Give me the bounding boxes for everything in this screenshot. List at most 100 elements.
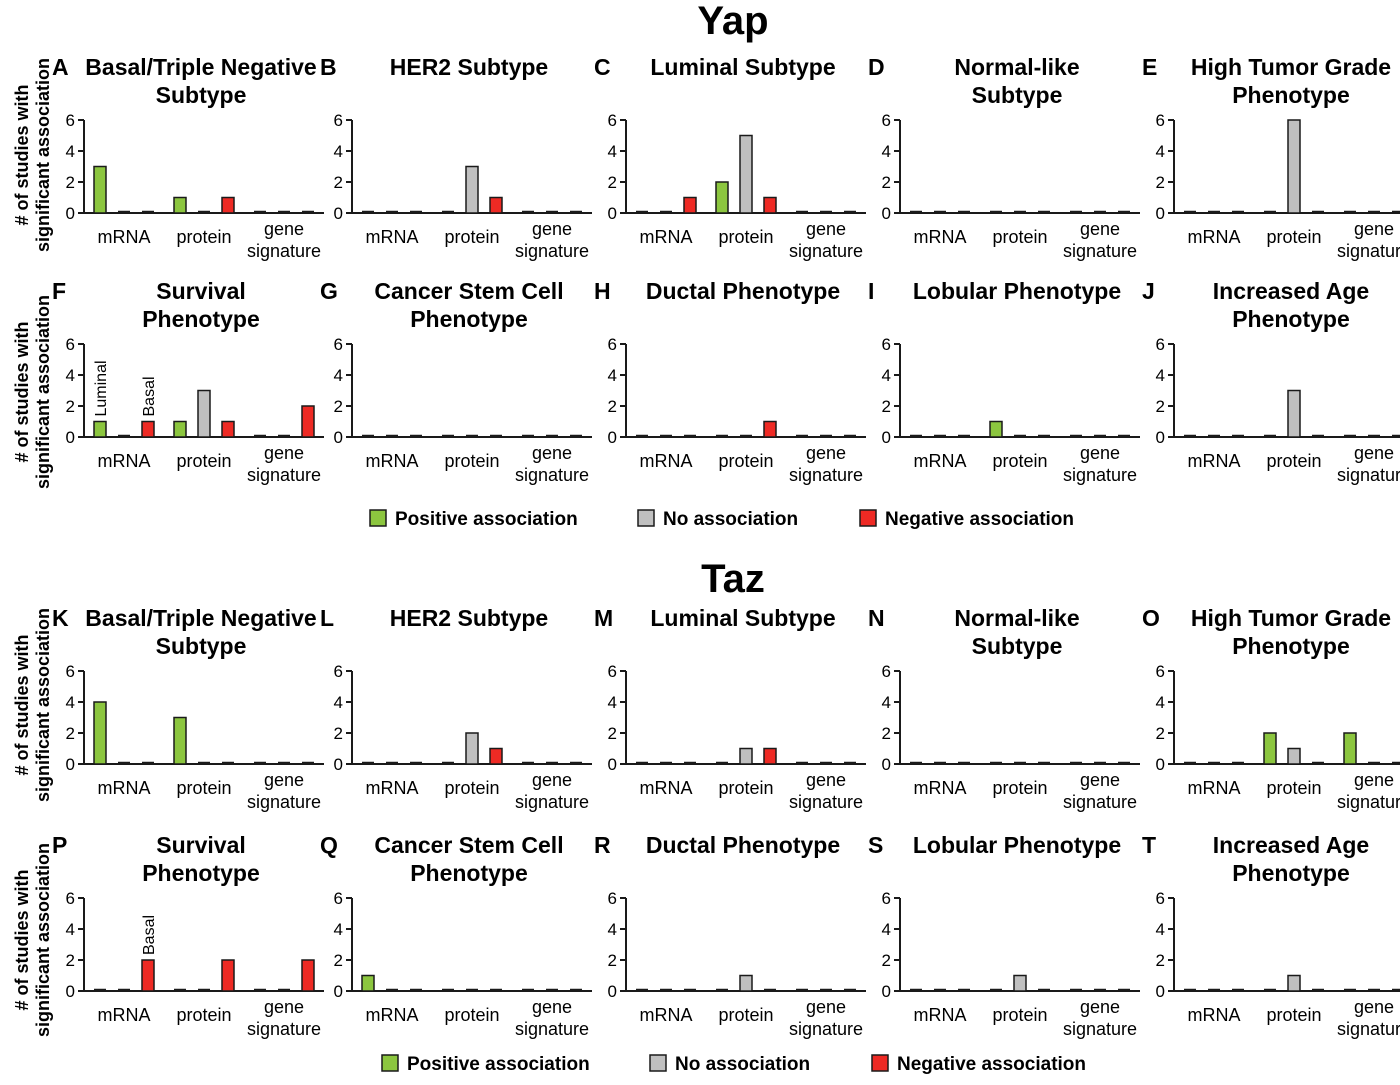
x-category-label: gene	[264, 997, 304, 1017]
x-category-label: signature	[1337, 241, 1400, 261]
x-category-label: gene	[806, 443, 846, 463]
panel-title: Increased Age	[1213, 278, 1369, 304]
x-category-label: protein	[992, 778, 1047, 798]
panel-title: Cancer Stem Cell	[374, 832, 563, 858]
legend-item-none: No association	[637, 509, 798, 530]
panel-h: H Ductal Phenotype 0 2 4 6 mRNA protein genesign…	[594, 278, 866, 485]
y-tick-label: 2	[334, 397, 343, 416]
y-tick-label: 0	[66, 204, 75, 223]
panel-letter: P	[52, 832, 67, 858]
x-category-label: mRNA	[98, 451, 151, 471]
y-tick-label: 4	[334, 366, 343, 385]
panel-title: Subtype	[972, 82, 1063, 108]
bar-positive	[93, 165, 107, 214]
x-category-label: signature	[789, 792, 863, 812]
panel-letter: C	[594, 54, 611, 80]
y-tick-label: 0	[1156, 982, 1165, 1001]
x-category-label: protein	[718, 227, 773, 247]
y-tick-label: 2	[882, 397, 891, 416]
panel-title: Phenotype	[142, 860, 260, 886]
x-category-label: protein	[176, 227, 231, 247]
panel-letter: F	[52, 278, 66, 304]
y-tick-label: 0	[882, 428, 891, 447]
panel-title: Subtype	[156, 82, 247, 108]
x-category-label: signature	[789, 1019, 863, 1039]
panel-title: Luminal Subtype	[650, 605, 835, 631]
y-tick-label: 0	[882, 755, 891, 774]
y-tick-label: 6	[66, 111, 75, 130]
y-axis-label: # of studies with	[12, 634, 32, 775]
x-category-label: signature	[247, 792, 321, 812]
y-tick-label: 6	[1156, 335, 1165, 354]
x-category-label: mRNA	[366, 1005, 419, 1025]
y-tick-label: 0	[334, 755, 343, 774]
bar-positive	[1263, 732, 1277, 765]
bar-negative	[221, 420, 235, 438]
x-category-label: mRNA	[640, 451, 693, 471]
bar-negative	[221, 959, 235, 992]
panel-title: High Tumor Grade	[1191, 54, 1391, 80]
y-tick-label: 2	[1156, 724, 1165, 743]
x-category-label: protein	[992, 451, 1047, 471]
bar-positive	[173, 196, 187, 214]
x-category-label: signature	[1063, 792, 1137, 812]
bar-none	[1287, 119, 1301, 214]
y-tick-label: 2	[66, 173, 75, 192]
panel-title: Survival	[156, 832, 246, 858]
x-category-label: mRNA	[1188, 1005, 1241, 1025]
x-category-label: signature	[789, 465, 863, 485]
bar-annotation: Luminal	[93, 360, 110, 416]
bar-none	[465, 732, 479, 765]
panel-title: High Tumor Grade	[1191, 605, 1391, 631]
legend-item-negative: Negative association	[859, 509, 1074, 530]
x-category-label: gene	[1080, 997, 1120, 1017]
x-category-label: gene	[532, 770, 572, 790]
legend-label-positive: Positive association	[407, 1054, 590, 1075]
x-category-label: gene	[1354, 997, 1394, 1017]
y-axis-label: significant association	[33, 58, 53, 252]
bar-none	[1287, 747, 1301, 765]
x-category-label: signature	[1063, 465, 1137, 485]
x-category-label: protein	[1266, 227, 1321, 247]
x-category-label: gene	[1080, 770, 1120, 790]
x-category-label: mRNA	[366, 227, 419, 247]
panel-title: HER2 Subtype	[390, 54, 548, 80]
x-category-label: protein	[992, 227, 1047, 247]
panel-letter: S	[868, 832, 883, 858]
y-tick-label: 4	[882, 366, 891, 385]
bar-positive	[715, 181, 729, 214]
panel-title: Phenotype	[410, 860, 528, 886]
x-category-label: gene	[806, 219, 846, 239]
panel-title: Phenotype	[410, 306, 528, 332]
x-category-label: gene	[1354, 770, 1394, 790]
panel-title: Ductal Phenotype	[646, 278, 840, 304]
y-tick-label: 4	[608, 693, 617, 712]
panel-title: Basal/Triple Negative	[85, 605, 316, 631]
x-category-label: gene	[264, 219, 304, 239]
x-category-label: mRNA	[1188, 227, 1241, 247]
section-title-taz: Taz	[701, 557, 765, 601]
x-category-label: mRNA	[640, 1005, 693, 1025]
bar-none	[1287, 974, 1301, 992]
panel-i: I Lobular Phenotype 0 2 4 6 mRNA protein genesig…	[868, 278, 1140, 485]
x-category-label: mRNA	[914, 1005, 967, 1025]
x-category-label: gene	[806, 770, 846, 790]
x-category-label: protein	[1266, 1005, 1321, 1025]
bar-positive	[361, 974, 375, 992]
bar-positive	[1343, 732, 1357, 765]
x-category-label: mRNA	[914, 451, 967, 471]
y-tick-label: 0	[608, 755, 617, 774]
panel-title: HER2 Subtype	[390, 605, 548, 631]
y-tick-label: 4	[1156, 920, 1165, 939]
x-category-label: signature	[247, 1019, 321, 1039]
x-category-label: signature	[1337, 1019, 1400, 1039]
panel-title: Cancer Stem Cell	[374, 278, 563, 304]
x-category-label: gene	[1080, 443, 1120, 463]
x-category-label: signature	[1063, 1019, 1137, 1039]
panel-title: Ductal Phenotype	[646, 832, 840, 858]
legend-item-positive: Positive association	[381, 1054, 590, 1075]
y-tick-label: 4	[66, 693, 75, 712]
